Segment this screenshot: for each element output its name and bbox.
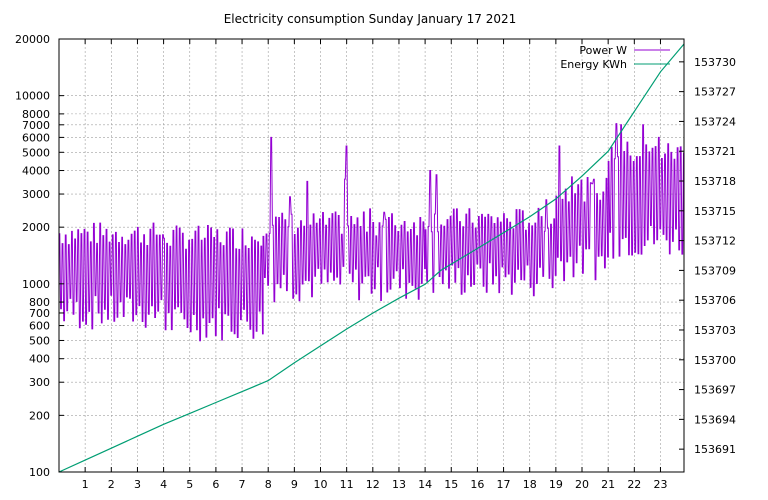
x-tick-label: 6 xyxy=(212,478,219,491)
y-left-tick-label: 600 xyxy=(29,320,50,333)
y-right-tick-label: 153691 xyxy=(694,443,736,456)
x-tick-label: 1 xyxy=(82,478,89,491)
energy-series xyxy=(58,43,685,473)
y-right-tick-label: 153724 xyxy=(694,115,736,128)
y-left-tick-label: 500 xyxy=(29,334,50,347)
x-tick-label: 12 xyxy=(366,478,380,491)
chart-title: Electricity consumption Sunday January 1… xyxy=(224,12,517,26)
energy-line xyxy=(58,43,685,473)
x-tick-label: 19 xyxy=(549,478,563,491)
y-right-tick-label: 153706 xyxy=(694,294,736,307)
x-tick-label: 2 xyxy=(108,478,115,491)
y-left-tick-label: 7000 xyxy=(22,119,50,132)
y-right-tick-label: 153694 xyxy=(694,413,736,426)
x-tick-label: 15 xyxy=(444,478,458,491)
axes: 1 2 3 4 5 6 7 8 9 10 11 12 13 14 15 16 17 18 19 20 21 22 23100… xyxy=(15,33,736,491)
y-right-tick-label: 153727 xyxy=(694,86,736,99)
power-series xyxy=(59,123,684,342)
x-tick-label: 8 xyxy=(265,478,272,491)
y-left-tick-label: 1000 xyxy=(22,278,50,291)
y-right-tick-label: 153718 xyxy=(694,175,736,188)
x-tick-label: 17 xyxy=(497,478,511,491)
x-tick-label: 22 xyxy=(627,478,641,491)
y-right-tick-label: 153730 xyxy=(694,56,736,69)
y-right-tick-label: 153715 xyxy=(694,205,736,218)
x-tick-label: 16 xyxy=(470,478,484,491)
x-tick-label: 23 xyxy=(653,478,667,491)
y-right-tick-label: 153697 xyxy=(694,384,736,397)
y-left-tick-label: 200 xyxy=(29,409,50,422)
y-left-tick-label: 10000 xyxy=(15,90,50,103)
x-tick-label: 4 xyxy=(160,478,167,491)
y-left-tick-label: 400 xyxy=(29,353,50,366)
x-tick-label: 13 xyxy=(392,478,406,491)
y-right-tick-label: 153700 xyxy=(694,354,736,367)
y-left-tick-label: 8000 xyxy=(22,108,50,121)
y-right-tick-label: 153709 xyxy=(694,264,736,277)
y-left-tick-label: 5000 xyxy=(22,146,50,159)
plot-border xyxy=(58,38,685,473)
x-tick-label: 21 xyxy=(601,478,615,491)
y-left-tick-label: 20000 xyxy=(15,33,50,46)
y-left-tick-label: 300 xyxy=(29,376,50,389)
x-tick-label: 10 xyxy=(314,478,328,491)
x-tick-label: 9 xyxy=(291,478,298,491)
x-tick-label: 3 xyxy=(134,478,141,491)
y-left-tick-label: 700 xyxy=(29,307,50,320)
x-tick-label: 11 xyxy=(340,478,354,491)
x-tick-label: 5 xyxy=(186,478,193,491)
x-tick-label: 20 xyxy=(575,478,589,491)
y-right-tick-label: 153703 xyxy=(694,324,736,337)
legend-label-energy: Energy KWh xyxy=(560,58,627,71)
legend: Power W Energy KWh xyxy=(560,44,670,71)
legend-label-power: Power W xyxy=(579,44,627,57)
x-tick-label: 18 xyxy=(523,478,537,491)
y-left-tick-label: 800 xyxy=(29,296,50,309)
power-line xyxy=(59,123,684,342)
y-left-tick-label: 100 xyxy=(29,466,50,479)
y-left-tick-label: 3000 xyxy=(22,188,50,201)
x-tick-label: 14 xyxy=(418,478,432,491)
y-left-tick-label: 4000 xyxy=(22,165,50,178)
y-right-tick-label: 153712 xyxy=(694,235,736,248)
x-tick-label: 7 xyxy=(239,478,246,491)
y-right-tick-label: 153721 xyxy=(694,145,736,158)
y-left-tick-label: 2000 xyxy=(22,221,50,234)
y-left-tick-label: 6000 xyxy=(22,131,50,144)
